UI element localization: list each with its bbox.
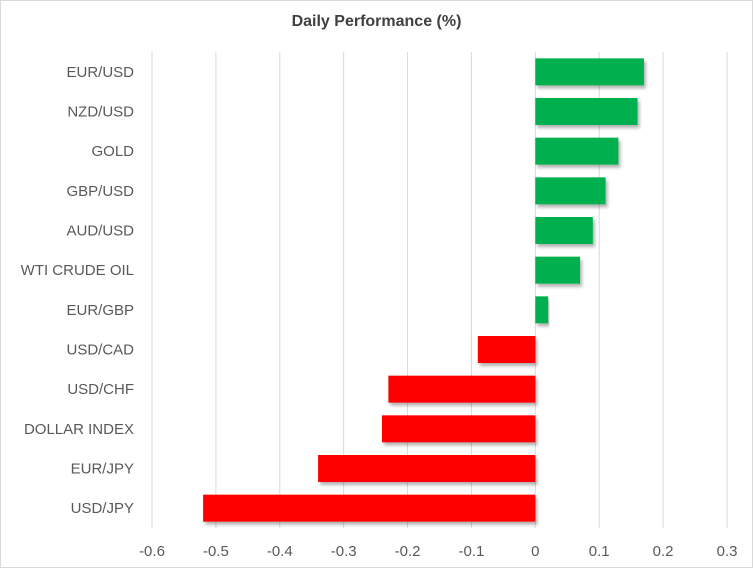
category-label: EUR/JPY: [71, 461, 134, 478]
category-label: GOLD: [91, 143, 134, 160]
x-tick-label: 0: [531, 543, 539, 560]
chart-title: Daily Performance (%): [291, 13, 462, 30]
x-tick-label: -0.6: [139, 543, 165, 560]
x-tick-label: 0.1: [589, 543, 610, 560]
bar-usd-jpy: [203, 494, 536, 522]
bar-usd-chf: [388, 375, 536, 403]
bar-gbp-usd: [535, 177, 606, 205]
bar-nzd-usd: [535, 98, 638, 125]
x-tick-label: -0.3: [331, 543, 357, 560]
x-tick-label: -0.1: [459, 543, 485, 560]
category-label: DOLLAR INDEX: [24, 421, 134, 438]
category-label: USD/CAD: [66, 342, 134, 359]
bar-wti-crude-oil: [535, 256, 581, 284]
bar-dollar-index: [382, 415, 536, 443]
bar-aud-usd: [535, 217, 593, 244]
category-label: EUR/USD: [66, 64, 134, 81]
bar-eur-jpy: [318, 455, 536, 482]
bar-eur-usd: [535, 58, 644, 86]
category-label: USD/CHF: [67, 381, 134, 398]
category-label: NZD/USD: [67, 104, 134, 121]
category-label: WTI CRUDE OIL: [21, 262, 134, 279]
bar-eur-gbp: [535, 296, 549, 324]
x-tick-label: 0.3: [717, 543, 738, 560]
category-label: GBP/USD: [66, 183, 134, 200]
bar-gold: [535, 137, 619, 165]
category-label: AUD/USD: [66, 223, 134, 240]
bar-usd-cad: [477, 336, 536, 363]
x-tick-label: -0.5: [203, 543, 229, 560]
x-tick-label: -0.2: [395, 543, 421, 560]
x-tick-label: 0.2: [653, 543, 674, 560]
x-tick-label: -0.4: [267, 543, 293, 560]
category-label: EUR/GBP: [66, 302, 134, 319]
category-label: USD/JPY: [71, 500, 134, 517]
